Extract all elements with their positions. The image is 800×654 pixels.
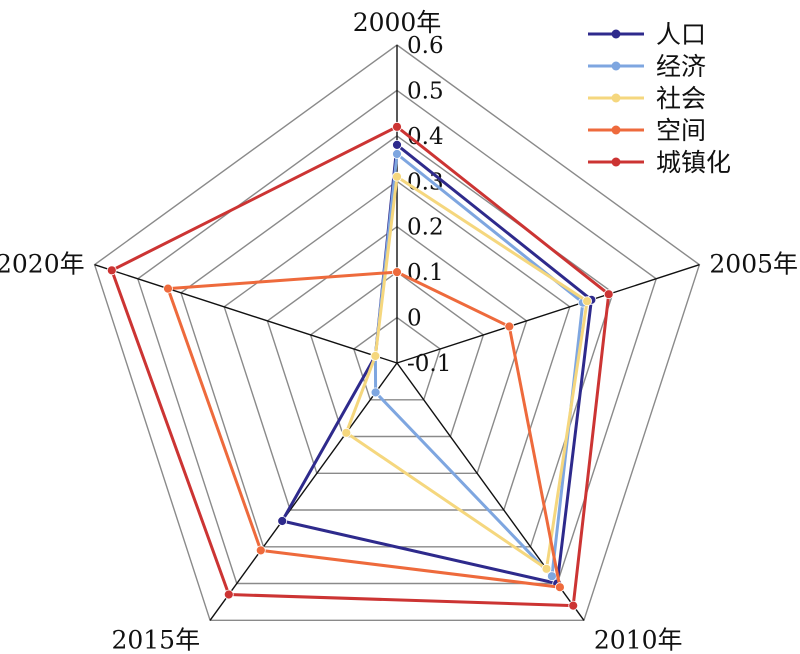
tick-label: 0.3 <box>407 169 444 195</box>
tick-label: 0.5 <box>407 78 444 104</box>
legend-item: 经济 <box>588 52 706 81</box>
series-layer <box>106 121 614 611</box>
data-point <box>223 589 234 600</box>
legend-label: 经济 <box>656 52 706 81</box>
grid-ring <box>136 89 658 585</box>
data-point <box>163 283 173 294</box>
data-point <box>504 321 515 332</box>
axis-spoke <box>94 264 398 364</box>
legend-item: 社会 <box>588 84 706 113</box>
legend-swatch-marker <box>611 157 621 167</box>
legend-label: 人口 <box>656 20 706 49</box>
data-point <box>277 516 288 526</box>
grid-ring <box>266 225 528 474</box>
category-label: 2010年 <box>594 625 683 654</box>
category-label: 2020年 <box>0 250 85 279</box>
data-point <box>255 545 266 556</box>
grid-ring <box>309 271 485 438</box>
tick-label: -0.1 <box>407 351 451 377</box>
tick-label: 0.4 <box>407 124 444 150</box>
grid-ring <box>93 44 701 621</box>
data-point <box>392 149 402 159</box>
category-label: 2015年 <box>111 625 200 654</box>
legend-swatch-marker <box>611 61 621 71</box>
data-point <box>392 171 402 182</box>
legend-swatch-marker <box>611 125 621 135</box>
data-point <box>392 267 402 278</box>
tick-label: 0 <box>407 306 422 332</box>
legend-item: 城镇化 <box>588 148 731 177</box>
data-point <box>341 427 352 438</box>
legend-item: 空间 <box>588 116 706 145</box>
legend-item: 人口 <box>588 20 706 49</box>
data-point <box>370 387 381 398</box>
legend-label: 社会 <box>656 84 706 113</box>
legend-label: 空间 <box>656 116 706 145</box>
legend-swatch-marker <box>611 93 621 103</box>
data-point <box>370 351 381 361</box>
series-3 <box>163 267 565 593</box>
series-2 <box>341 171 592 574</box>
series-line <box>344 175 589 571</box>
legend-swatch-marker <box>611 29 621 39</box>
axis-spoke <box>209 362 398 621</box>
category-label: 2000年 <box>353 8 442 37</box>
data-point <box>555 582 565 593</box>
radial-tick-labels: -0.1 0 0.1 0.2 0.3 0.4 0.5 0.6 <box>407 33 451 377</box>
tick-label: 0.2 <box>407 215 444 241</box>
data-point <box>392 121 402 132</box>
category-labels: 2000年 2005年 2010年 2015年 2020年 <box>0 8 798 654</box>
data-point <box>603 289 614 300</box>
data-point <box>541 563 552 574</box>
data-point <box>106 265 117 276</box>
series-line <box>110 125 611 608</box>
legend-label: 城镇化 <box>656 148 731 177</box>
data-point <box>392 139 402 150</box>
axis-spoke <box>396 264 700 364</box>
series-4 <box>106 121 614 611</box>
category-label: 2005年 <box>709 250 798 279</box>
data-point <box>568 600 579 611</box>
grid-ring <box>223 180 571 511</box>
tick-label: 0.1 <box>407 260 444 286</box>
tick-label: 0.6 <box>407 33 444 59</box>
series-line <box>166 270 562 589</box>
data-point <box>582 296 592 307</box>
grid-ring <box>352 316 442 401</box>
